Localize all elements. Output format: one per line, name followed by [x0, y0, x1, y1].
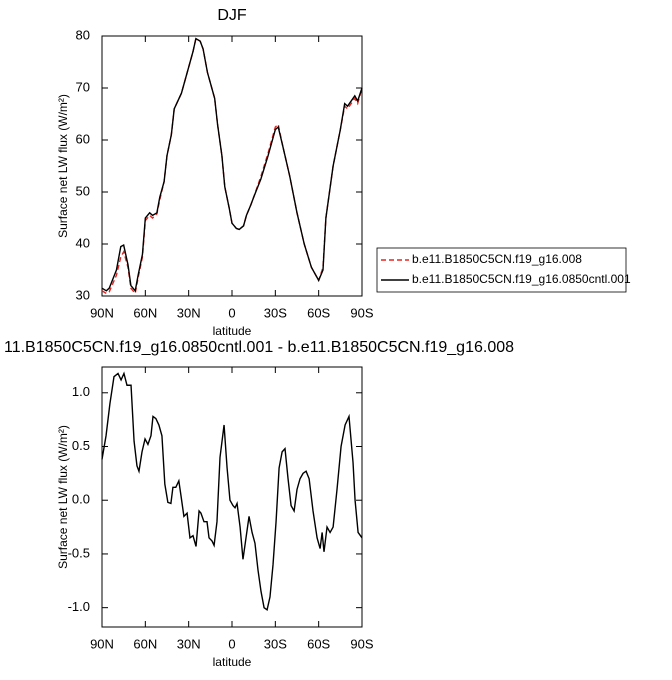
x-tick-label: 90S: [350, 636, 373, 651]
legend-label: b.e11.B1850C5CN.f19_g16.008: [412, 252, 582, 266]
x-tick-label: 0: [228, 305, 235, 320]
y-tick-label: -1.0: [68, 599, 90, 614]
x-tick-label: 90N: [90, 305, 114, 320]
chart-title: 11.B1850C5CN.f19_g16.0850cntl.001 - b.e1…: [4, 339, 514, 356]
legend-box: [376, 247, 627, 293]
x-tick-label: 30N: [177, 636, 201, 651]
x-tick-label: 60S: [307, 636, 330, 651]
y-tick-label: 30: [76, 287, 90, 302]
data-line: [101, 37, 363, 295]
y-tick-label: 1.0: [72, 384, 90, 399]
x-tick-label: 90N: [90, 636, 114, 651]
x-tick-label: 30S: [264, 636, 287, 651]
chart-title: DJF: [217, 7, 247, 24]
x-tick-label: 0: [228, 636, 235, 651]
y-tick-label: 80: [76, 27, 90, 42]
x-tick-label: 90S: [350, 305, 373, 320]
x-tick-label: 60N: [133, 305, 157, 320]
data-line: [101, 37, 363, 293]
y-tick-label: 0.0: [72, 492, 90, 507]
x-tick-label: 30S: [264, 305, 287, 320]
x-tick-label: 30N: [177, 305, 201, 320]
legend-label: b.e11.B1850C5CN.f19_g16.0850cntl.001: [412, 272, 631, 286]
y-tick-label: 60: [76, 131, 90, 146]
y-tick-label: 50: [76, 183, 90, 198]
data-line: [101, 371, 363, 611]
x-axis-label: latitude: [213, 655, 252, 669]
x-tick-label: 60N: [133, 636, 157, 651]
y-tick-label: -0.5: [68, 545, 90, 560]
y-axis-label: Surface net LW flux (W/m²): [56, 425, 70, 569]
y-tick-label: 70: [76, 79, 90, 94]
y-tick-label: 40: [76, 235, 90, 250]
plot-frame: [101, 366, 363, 628]
x-tick-label: 60S: [307, 305, 330, 320]
y-axis-label: Surface net LW flux (W/m²): [56, 94, 70, 238]
y-tick-label: 0.5: [72, 438, 90, 453]
x-axis-label: latitude: [213, 324, 252, 338]
